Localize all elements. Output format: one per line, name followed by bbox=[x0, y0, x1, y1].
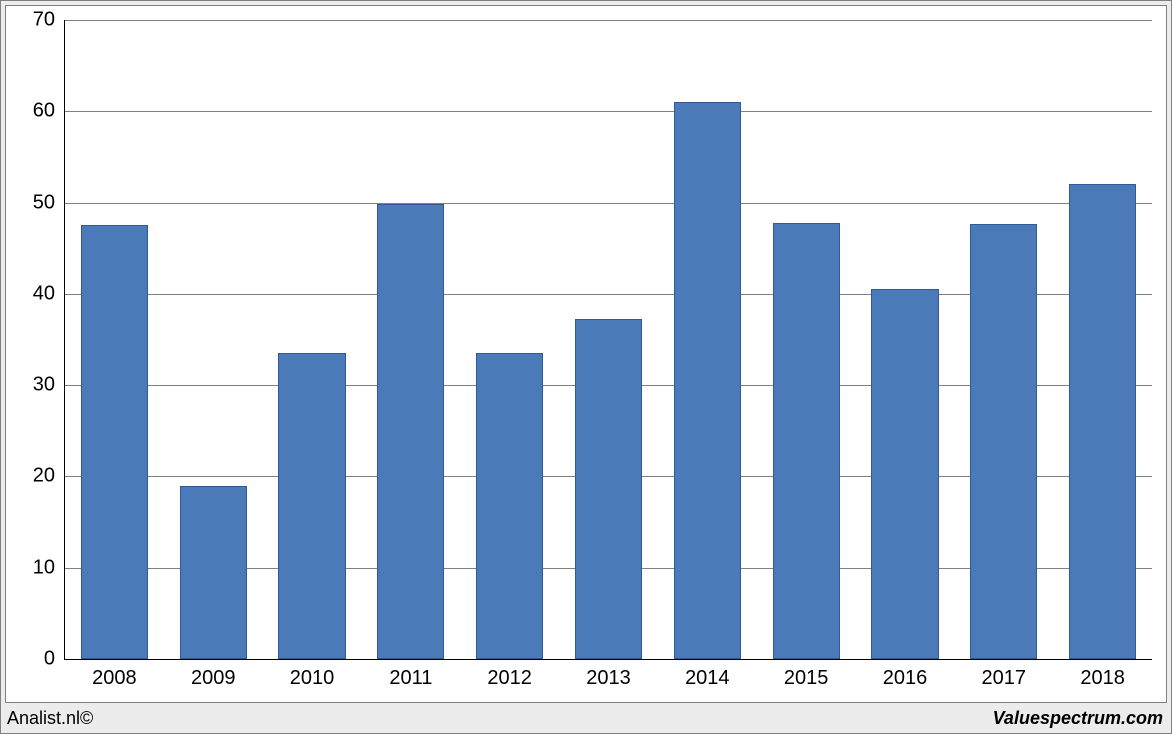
y-tick-label: 60 bbox=[33, 100, 65, 123]
x-tick-label: 2017 bbox=[982, 659, 1027, 690]
x-tick-label: 2013 bbox=[586, 659, 631, 690]
x-tick-label: 2009 bbox=[191, 659, 236, 690]
bar bbox=[1069, 184, 1136, 659]
gridline bbox=[65, 111, 1152, 112]
bar bbox=[871, 289, 938, 659]
bar bbox=[476, 353, 543, 659]
attribution-left: Analist.nl© bbox=[7, 708, 93, 729]
y-tick-label: 0 bbox=[44, 648, 65, 671]
x-tick-label: 2011 bbox=[389, 659, 432, 690]
x-tick-label: 2018 bbox=[1080, 659, 1125, 690]
bar bbox=[278, 353, 345, 659]
x-tick-label: 2012 bbox=[487, 659, 532, 690]
chart-frame: 0 10 20 30 40 50 60 70 2008 2009 2010 2011 2012 2013 2… bbox=[0, 0, 1172, 734]
bar bbox=[180, 486, 247, 659]
y-tick-label: 30 bbox=[33, 374, 65, 397]
x-tick-label: 2016 bbox=[883, 659, 928, 690]
y-tick-label: 20 bbox=[33, 465, 65, 488]
y-tick-label: 50 bbox=[33, 191, 65, 214]
bar bbox=[575, 319, 642, 659]
x-tick-label: 2015 bbox=[784, 659, 829, 690]
gridline bbox=[65, 203, 1152, 204]
attribution-right: Valuespectrum.com bbox=[993, 708, 1163, 729]
bar bbox=[674, 102, 741, 659]
x-tick-label: 2008 bbox=[92, 659, 137, 690]
gridline bbox=[65, 20, 1152, 21]
bar bbox=[970, 224, 1037, 659]
bar bbox=[377, 204, 444, 659]
y-tick-label: 70 bbox=[33, 9, 65, 32]
y-tick-label: 40 bbox=[33, 282, 65, 305]
bar bbox=[81, 225, 148, 659]
chart-panel: 0 10 20 30 40 50 60 70 2008 2009 2010 2011 2012 2013 2… bbox=[5, 5, 1167, 703]
x-tick-label: 2014 bbox=[685, 659, 730, 690]
x-tick-label: 2010 bbox=[290, 659, 335, 690]
y-tick-label: 10 bbox=[33, 556, 65, 579]
bar bbox=[773, 223, 840, 659]
plot-area: 0102030405060702008200920102011201220132… bbox=[64, 20, 1152, 660]
